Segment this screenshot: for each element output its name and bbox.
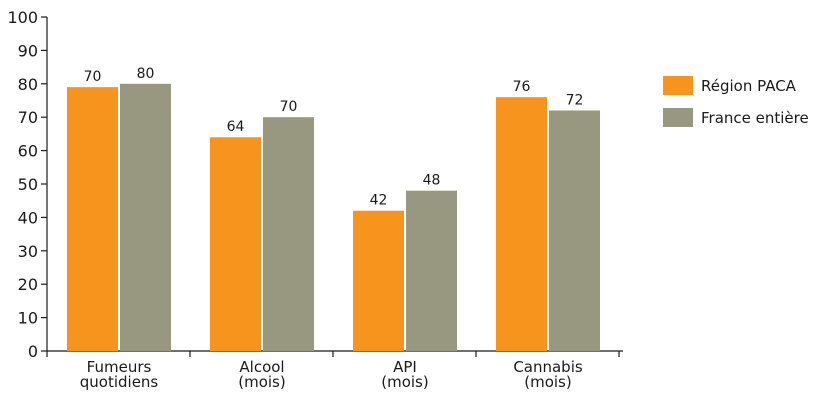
data-label: 76 (513, 79, 531, 95)
x-category-label: Cannabis (513, 358, 583, 376)
bar (263, 117, 314, 351)
bar (67, 87, 118, 351)
data-label: 72 (566, 93, 584, 109)
bar (406, 190, 457, 351)
y-tick-label: 30 (18, 242, 38, 261)
data-label: 70 (280, 99, 298, 115)
y-tick-label: 10 (18, 309, 38, 328)
y-tick-label: 40 (18, 208, 38, 227)
x-category-label: (mois) (238, 373, 285, 391)
y-tick-label: 100 (7, 8, 38, 27)
legend-label: France entière (701, 109, 809, 127)
x-category-label: Fumeurs (87, 358, 152, 376)
data-label: 80 (137, 66, 155, 82)
bars: 70 80 64 70 42 48 76 72 (67, 66, 600, 352)
bar (120, 83, 171, 352)
legend-label: Région PACA (701, 77, 797, 95)
y-tick-label: 70 (18, 108, 38, 127)
bar (353, 210, 404, 351)
legend-swatch (663, 76, 693, 95)
data-label: 64 (227, 119, 245, 135)
x-category-label: API (393, 358, 417, 376)
legend-swatch (663, 108, 693, 127)
y-tick-label: 0 (28, 342, 38, 361)
data-label: 70 (84, 69, 102, 85)
y-tick-label: 50 (18, 175, 38, 194)
bar (496, 97, 547, 351)
x-axis: FumeursquotidiensAlcool(mois)API(mois)Ca… (46, 350, 623, 391)
bar (549, 110, 600, 352)
data-label: 48 (423, 173, 441, 189)
y-tick-label: 80 (18, 75, 38, 94)
bar (210, 137, 261, 351)
x-category-label: (mois) (524, 373, 571, 391)
x-category-label: Alcool (239, 358, 284, 376)
y-tick-label: 90 (18, 41, 38, 60)
y-tick-label: 60 (18, 142, 38, 161)
x-category-label: (mois) (381, 373, 428, 391)
data-label: 42 (370, 193, 388, 209)
y-axis: 0 10 20 30 40 50 60 70 80 90 100 (7, 8, 48, 361)
y-tick-label: 20 (18, 275, 38, 294)
x-category-label: quotidiens (80, 373, 159, 391)
legend: Région PACA France entière (663, 76, 809, 127)
